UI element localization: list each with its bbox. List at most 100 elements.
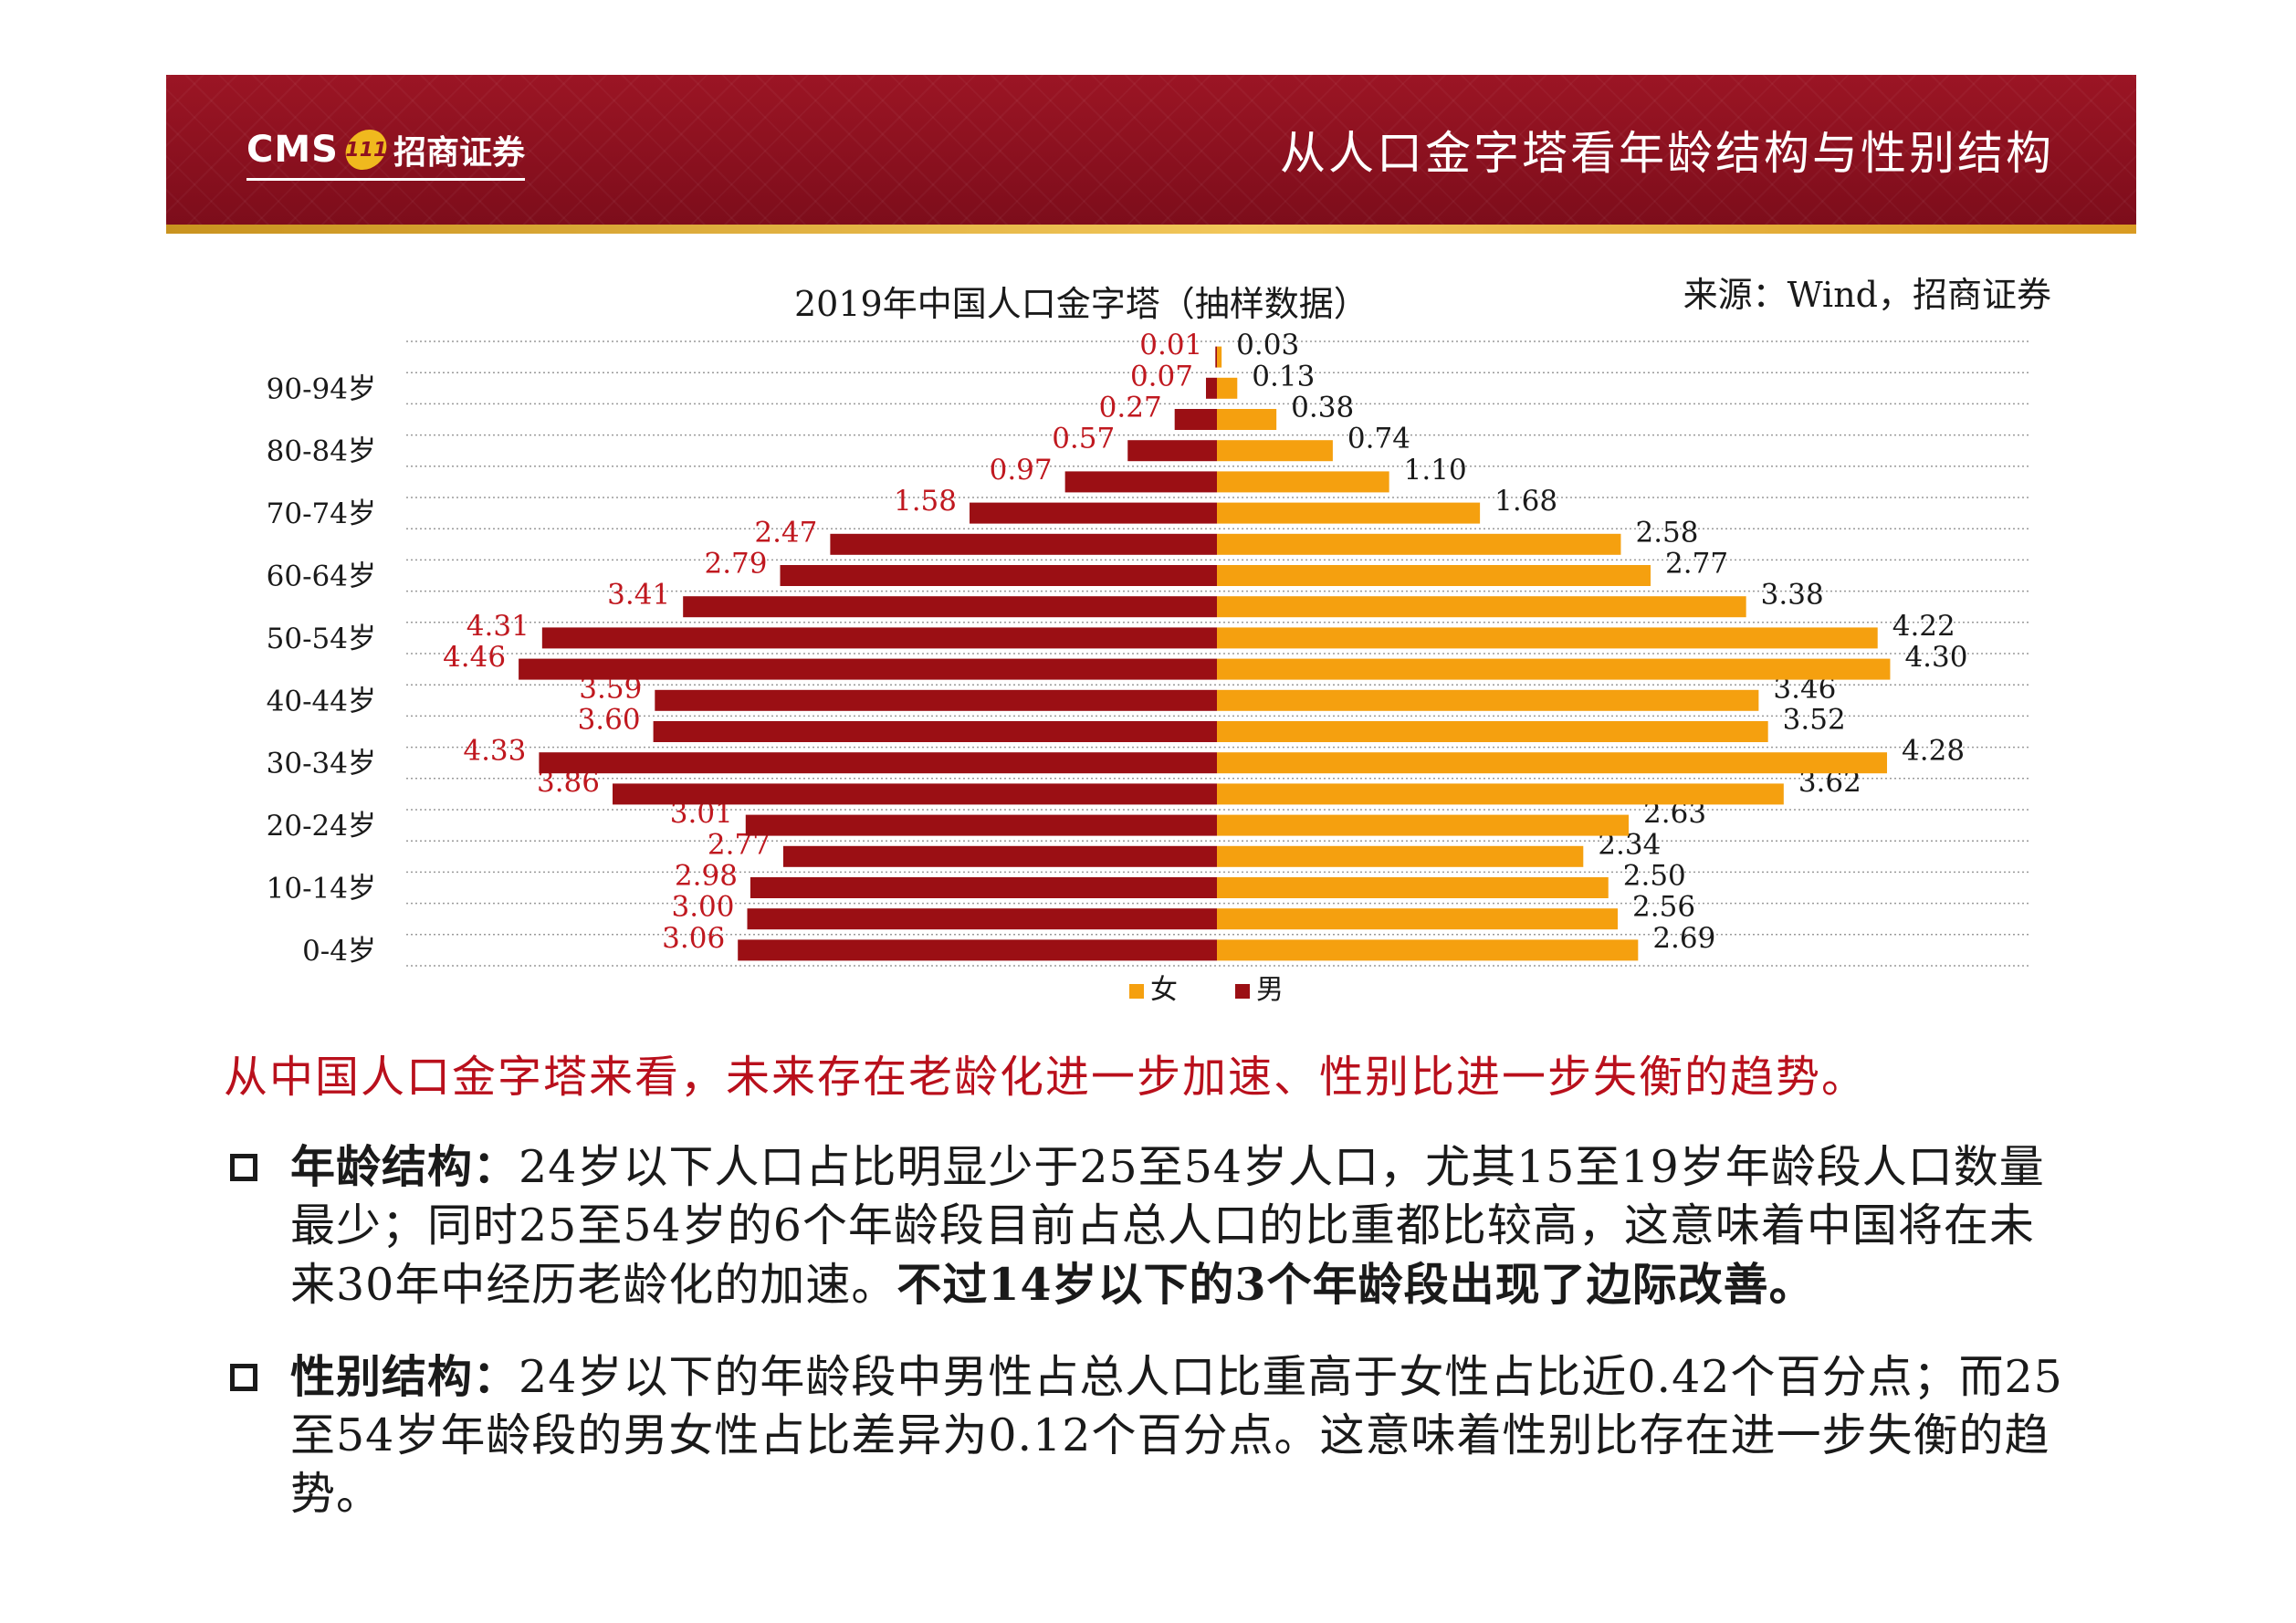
legend-swatch-male [1235,984,1250,999]
bar-male [782,845,1217,867]
bullet-body: 24岁以下的年龄段中男性占总人口比重高于女性占比近0.42个百分点；而25至54… [290,1351,2063,1520]
bar-female [1217,409,1277,430]
bullet-heading: 年龄结构： [290,1140,519,1193]
data-label-female: 2.50 [1623,860,1686,893]
bar-female [1217,440,1333,462]
data-label-female: 1.10 [1404,454,1467,487]
axis-tick-label: 10-14岁 [267,873,376,906]
axis-tick-label: 80-84岁 [267,435,376,468]
checkbox-square-icon [230,1154,257,1181]
legend-label-male: 男 [1256,974,1284,1006]
data-label-female: 0.74 [1347,423,1410,455]
bar-male [747,908,1217,930]
data-label-male: 3.41 [607,579,670,612]
bar-female [1217,689,1759,711]
axis-tick-label: 70-74岁 [267,497,376,530]
data-label-female: 3.38 [1761,579,1824,612]
data-label-male: 0.57 [1052,423,1115,455]
data-label-female: 0.13 [1252,360,1315,393]
checkbox-square-icon [230,1364,257,1391]
bar-female [1217,908,1619,930]
bar-male [750,877,1217,898]
bar-female [1217,752,1888,774]
data-label-male: 3.60 [578,704,641,737]
bar-female [1217,377,1238,399]
bar-female [1217,658,1891,680]
data-label-male: 0.27 [1099,392,1162,424]
data-label-female: 4.28 [1902,735,1965,768]
data-label-male: 4.31 [467,610,529,643]
bar-male [653,721,1217,742]
bar-male [1127,440,1217,462]
bar-male [539,752,1217,774]
data-label-female: 2.58 [1635,516,1698,549]
data-label-male: 3.00 [671,891,734,924]
data-label-female: 2.69 [1652,922,1715,955]
cms-logo: CMS 111 招商证券 [246,124,525,181]
data-label-female: 2.56 [1632,891,1695,924]
data-label-male: 3.06 [662,922,725,955]
bar-male [519,658,1217,680]
bar-female [1217,783,1784,805]
data-label-male: 2.47 [754,516,817,549]
bar-male [1205,377,1217,399]
data-label-male: 2.79 [704,548,767,581]
data-label-female: 3.52 [1783,704,1846,737]
bullet-text: 年龄结构：24岁以下人口占比明显少于25至54岁人口，尤其15至19岁年龄段人口… [290,1137,2074,1314]
data-label-female: 1.68 [1494,485,1557,518]
logo-chinese-text: 招商证券 [393,133,525,172]
axis-tick-label: 60-64岁 [267,560,376,593]
chart-source: 来源：Wind，招商证券 [1683,275,2051,315]
data-label-female: 0.38 [1291,392,1354,424]
bar-female [1217,627,1878,649]
bar-male [1215,346,1218,368]
bar-female [1217,502,1481,524]
data-label-male: 4.33 [463,735,526,768]
bar-female [1217,346,1222,368]
bullet-body: 24岁以下人口占比明显少于25至54岁人口，尤其15至19岁年龄段人口数量最少；… [290,1141,2045,1311]
bar-female [1217,471,1389,493]
bar-female [1217,596,1746,618]
data-label-female: 4.22 [1892,610,1955,643]
data-label-male: 4.46 [443,641,506,674]
bar-male [780,565,1217,586]
summary-text: 从中国人口金字塔来看，未来存在老龄化进一步加速、性别比进一步失衡的趋势。 [224,1052,1868,1103]
bar-male [1174,409,1217,430]
bar-male [683,596,1217,618]
axis-tick-label: 50-54岁 [267,623,376,655]
bar-male [970,502,1217,524]
bar-male [745,814,1217,836]
data-label-female: 0.03 [1236,329,1299,361]
axis-tick-label: 30-34岁 [267,748,376,780]
bar-female [1217,845,1584,867]
bullet-gender-structure: 性别结构：24岁以下的年龄段中男性占总人口比重高于女性占比近0.42个百分点；而… [230,1347,2074,1524]
data-label-female: 2.77 [1665,548,1728,581]
bullet-emphasis: 不过14岁以下的3个年龄段出现了边际改善。 [896,1258,1815,1311]
bar-male [830,533,1217,555]
bar-female [1217,814,1630,836]
bar-male [541,627,1217,649]
bar-female [1217,533,1621,555]
header-gold-stripe [166,225,2136,234]
bar-male [1064,471,1217,493]
logo-underline [246,178,525,181]
chart-title: 2019年中国人口金字塔（抽样数据） [794,284,1368,324]
bar-male [738,939,1217,961]
bar-male [613,783,1217,805]
bar-female [1217,565,1651,586]
legend-label-female: 女 [1150,974,1178,1006]
data-label-male: 2.98 [675,860,738,893]
bar-female [1217,877,1609,898]
axis-tick-label: 90-94岁 [267,372,376,405]
data-label-female: 4.30 [1904,641,1967,674]
bar-male [655,689,1217,711]
bullet-heading: 性别结构： [290,1350,519,1403]
logo-cms-text: CMS [246,129,339,171]
data-label-male: 0.97 [990,454,1053,487]
data-label-male: 0.01 [1139,329,1202,361]
header-banner: CMS 111 招商证券 从人口金字塔看年龄结构与性别结构 [166,75,2136,234]
bar-female [1217,939,1639,961]
axis-tick-label: 0-4岁 [302,935,376,968]
bullet-text: 性别结构：24岁以下的年龄段中男性占总人口比重高于女性占比近0.42个百分点；而… [290,1347,2074,1524]
